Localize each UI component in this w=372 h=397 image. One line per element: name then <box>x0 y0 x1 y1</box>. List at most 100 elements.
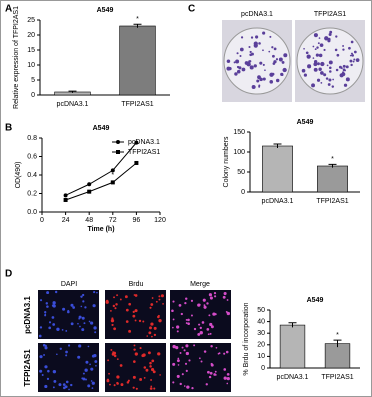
cell <box>226 376 230 381</box>
cell <box>214 370 217 373</box>
cell <box>132 310 135 313</box>
colony <box>235 59 240 64</box>
x-tick-label: pcDNA3.1 <box>277 374 309 381</box>
y-tick-label: 100 <box>233 149 245 156</box>
error-bar <box>328 163 337 168</box>
cell <box>205 383 208 386</box>
colony <box>268 50 271 53</box>
plate <box>223 27 291 95</box>
cell <box>138 319 142 323</box>
colony <box>350 63 353 67</box>
cell <box>42 343 46 347</box>
cell <box>149 365 152 368</box>
colony <box>343 83 348 87</box>
cell <box>203 350 207 353</box>
colony <box>272 54 275 58</box>
cell <box>226 372 230 376</box>
cell <box>93 290 96 294</box>
cell <box>84 378 87 381</box>
cell <box>203 304 206 307</box>
cell <box>46 305 49 308</box>
cell <box>159 374 161 376</box>
cell <box>81 328 85 332</box>
y-tick-label: 150 <box>233 129 245 136</box>
cell <box>70 322 74 326</box>
cell <box>68 388 70 391</box>
colony <box>335 68 339 72</box>
colony <box>313 62 318 67</box>
marker <box>110 168 115 173</box>
cell <box>223 291 227 296</box>
cell <box>56 353 58 356</box>
cell <box>187 318 190 322</box>
cell <box>201 321 205 324</box>
cell <box>153 326 157 330</box>
micrograph <box>170 343 231 392</box>
cell <box>67 344 71 347</box>
cell <box>147 351 151 355</box>
cell <box>77 355 81 359</box>
colony <box>345 77 350 82</box>
cell <box>91 381 95 385</box>
colony <box>226 59 231 63</box>
y-tick-label: 0 <box>31 92 35 99</box>
cell <box>181 373 184 376</box>
cell <box>208 375 212 379</box>
colony <box>312 57 315 59</box>
colony <box>257 75 261 80</box>
cell <box>151 359 155 363</box>
y-tick-label: 0.0 <box>27 209 37 216</box>
y-axis-label: OD(490) <box>15 162 22 189</box>
y-tick-label: 0.8 <box>27 135 37 142</box>
cell <box>82 372 85 375</box>
cell <box>215 346 218 349</box>
cell <box>39 326 43 329</box>
colony <box>233 61 236 64</box>
cell <box>172 362 176 366</box>
cell <box>96 291 98 294</box>
cell <box>185 344 189 348</box>
cell <box>78 317 80 320</box>
marker <box>87 189 92 194</box>
cell <box>214 295 217 298</box>
cell <box>65 354 68 357</box>
cell <box>91 387 94 389</box>
cell <box>72 306 76 309</box>
colony <box>239 54 242 57</box>
cell <box>81 377 84 380</box>
cell <box>186 385 190 389</box>
colony <box>328 60 333 65</box>
cell <box>209 332 212 335</box>
colony <box>316 46 319 49</box>
cell <box>110 309 112 312</box>
colony <box>303 73 307 77</box>
micrograph <box>38 290 99 339</box>
cell <box>203 305 207 309</box>
colony <box>353 50 357 54</box>
colony <box>226 66 231 71</box>
cell <box>87 384 91 388</box>
cell <box>213 292 217 295</box>
cell <box>176 374 180 378</box>
cell <box>65 330 68 332</box>
y-tick-label: 0.2 <box>27 190 37 197</box>
colony <box>325 77 329 80</box>
cell <box>44 313 47 316</box>
cell <box>199 331 203 335</box>
cell <box>172 318 175 321</box>
cell <box>120 383 124 387</box>
cell <box>80 295 83 298</box>
cell <box>176 325 180 329</box>
colony <box>312 45 315 48</box>
cell <box>226 311 231 316</box>
image-column-label: DAPI <box>61 281 77 288</box>
cell <box>116 375 120 379</box>
cell <box>43 354 45 356</box>
cell <box>175 346 179 350</box>
cell <box>162 303 164 305</box>
colony <box>269 80 274 84</box>
cell <box>198 323 201 326</box>
cell <box>52 369 57 374</box>
cell <box>116 382 119 385</box>
colony <box>315 53 320 57</box>
